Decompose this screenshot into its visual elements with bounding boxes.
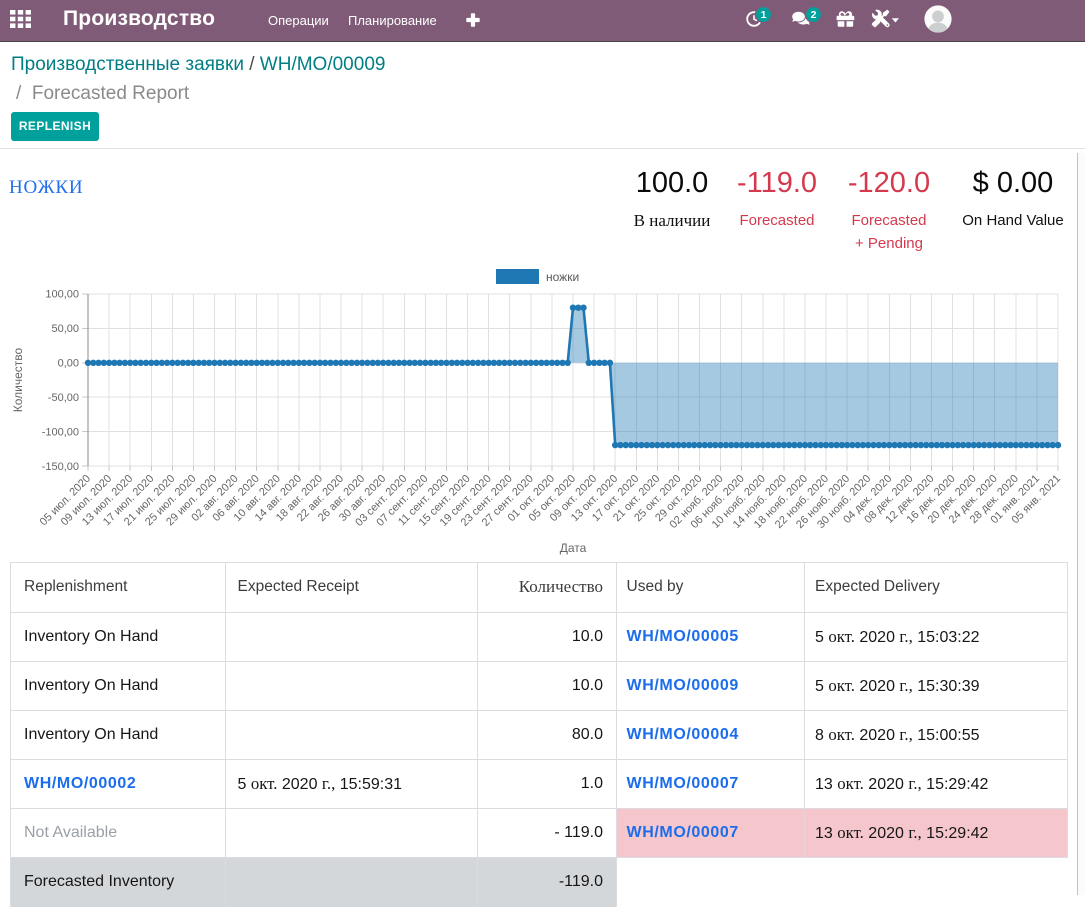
svg-text:0,00: 0,00 bbox=[58, 358, 79, 370]
svg-text:2: 2 bbox=[811, 9, 817, 21]
svg-text:1: 1 bbox=[761, 9, 767, 21]
svg-text:Дата: Дата bbox=[560, 541, 587, 555]
svg-text:-100,00: -100,00 bbox=[42, 426, 79, 438]
svg-text:Количество: Количество bbox=[11, 347, 25, 412]
svg-text:-150,00: -150,00 bbox=[42, 461, 79, 473]
svg-text:100,00: 100,00 bbox=[45, 289, 79, 301]
svg-text:-50,00: -50,00 bbox=[48, 392, 79, 404]
svg-text:50,00: 50,00 bbox=[51, 323, 79, 335]
